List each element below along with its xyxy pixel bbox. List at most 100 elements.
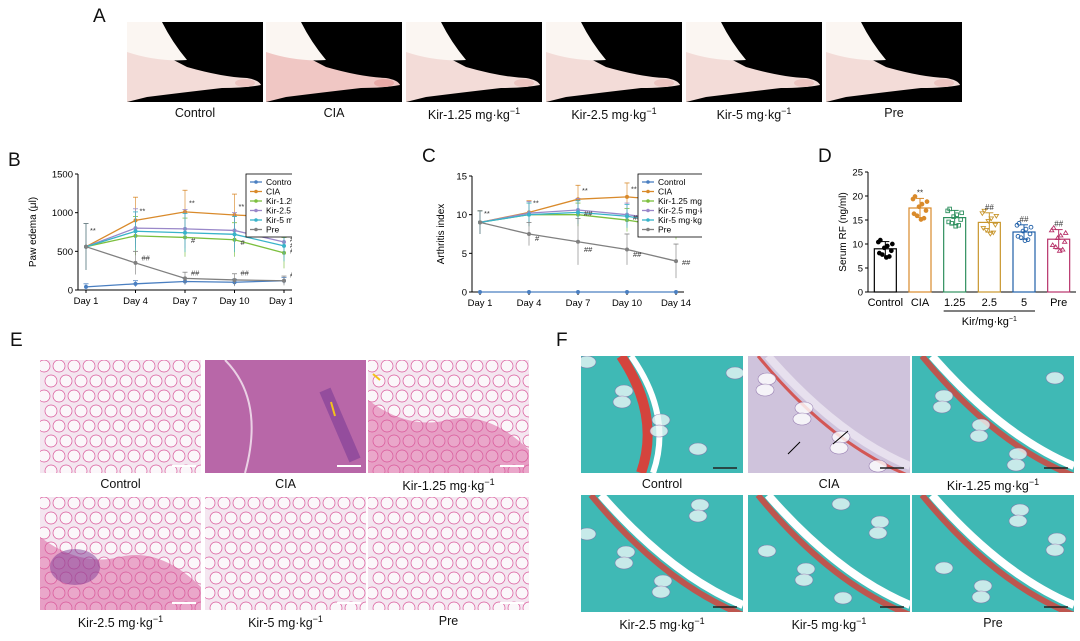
caption-a-kir-5: Kir-5 mg·kg−1: [716, 106, 792, 123]
adipocyte: [492, 601, 506, 610]
fg-tile-pre: [912, 495, 1074, 612]
adipocyte: [410, 389, 424, 403]
adipocyte: [67, 526, 81, 540]
paw-leg: [826, 32, 960, 102]
adipocyte: [447, 601, 461, 610]
adipocyte: [359, 601, 366, 610]
data-point: [84, 244, 88, 249]
significance-mark: ##: [142, 254, 151, 263]
marrow-space: [973, 579, 993, 593]
adipocyte: [172, 360, 186, 373]
joint-space: [928, 495, 1074, 609]
caption-f-kir-1-25: Kir-1.25 mg·kg−1: [946, 477, 1040, 494]
significance-mark: #: [535, 234, 540, 243]
adipocyte: [127, 360, 141, 373]
adipocyte: [485, 360, 499, 373]
adipocyte: [52, 526, 66, 540]
fg-image-kir-1-25: [912, 356, 1074, 473]
marrow-space: [614, 384, 634, 398]
adipocyte: [40, 449, 51, 463]
data-point: [183, 230, 187, 235]
data-point: [1028, 224, 1034, 230]
adipocyte: [187, 389, 201, 403]
adipocyte: [477, 374, 491, 388]
significance-mark: ##: [584, 209, 593, 218]
adipocyte: [485, 389, 499, 403]
significance-mark: ##: [290, 271, 292, 280]
marrow-space: [651, 413, 671, 427]
adipocyte: [187, 449, 201, 463]
fg-tile-kir-5: [748, 495, 910, 612]
adipocyte: [164, 541, 178, 555]
adipocyte: [142, 419, 156, 433]
data-point: [133, 281, 138, 286]
marrow-space: [1008, 447, 1028, 461]
adipocyte: [179, 404, 193, 418]
fur-area: [266, 22, 326, 61]
y-tick-label: 15: [456, 172, 467, 183]
data-point: [883, 255, 889, 260]
adipocyte: [89, 541, 103, 555]
adipocyte: [515, 556, 529, 570]
adipocyte: [97, 449, 111, 463]
adipocyte: [239, 601, 253, 610]
marrow-space: [833, 591, 853, 605]
black-arrow: [787, 441, 801, 455]
chart-paw-edema: 0 500 1000 1500 Day 1 Day 4 Day 7 Day 10 Day 14 P…: [28, 170, 292, 307]
marrow-space: [757, 544, 777, 558]
adipocyte: [164, 511, 178, 525]
significance-mark: **: [239, 202, 245, 211]
adipocyte: [112, 449, 126, 463]
caption-a-kir-1-25: Kir-1.25 mg·kg−1: [427, 106, 521, 123]
adipocyte: [179, 434, 193, 448]
adipocyte: [402, 511, 416, 525]
data-point: [674, 259, 678, 264]
legend-marker: [646, 208, 650, 213]
adipocyte: [104, 464, 118, 473]
adipocyte: [44, 374, 58, 388]
legend-marker: [254, 208, 258, 213]
adipocyte: [157, 389, 171, 403]
adipocyte: [97, 526, 111, 540]
marrow-space: [829, 441, 849, 455]
adipocyte: [477, 541, 491, 555]
legend-entry: Kir-2.5 mg·kg−1: [266, 206, 292, 216]
paw-photo-control: [127, 22, 263, 102]
significance-mark: **: [484, 209, 490, 218]
adipocyte: [522, 571, 529, 585]
adipocyte: [254, 601, 268, 610]
adipocyte: [447, 511, 461, 525]
significance-mark: **: [631, 184, 637, 193]
adipocyte: [492, 374, 506, 388]
significance-mark: ##: [633, 250, 642, 259]
y-tick-label: 1500: [52, 170, 73, 181]
data-point: [916, 204, 922, 210]
marrow-space: [971, 590, 991, 604]
adipocyte: [500, 497, 514, 510]
adipocyte: [432, 601, 446, 610]
legend-entry: Kir-2.5 mg·kg−1: [658, 206, 702, 216]
y-tick-label: 0: [68, 286, 73, 297]
adipocyte: [329, 511, 343, 525]
adipocyte: [380, 526, 394, 540]
adipocyte: [470, 497, 484, 510]
adipocyte: [205, 526, 216, 540]
y-tick-label: 10: [456, 210, 467, 221]
adipocyte: [492, 571, 506, 585]
adipocyte: [40, 360, 51, 373]
adipocyte: [232, 497, 246, 510]
adipocyte: [239, 571, 253, 585]
y-tick-label: 0: [858, 288, 863, 299]
adipocyte: [254, 541, 268, 555]
marrow-space: [581, 356, 597, 369]
adipocyte: [455, 586, 469, 600]
data-point: [1059, 246, 1066, 252]
marrow-space: [1010, 503, 1030, 517]
legend-entry: Kir-5 mg·kg−1: [266, 215, 292, 225]
caption-f-kir-2-5: Kir-2.5 mg·kg−1: [619, 616, 705, 633]
data-point: [133, 229, 138, 234]
adipocyte: [194, 374, 201, 388]
adipocyte: [440, 556, 454, 570]
data-point: [1015, 233, 1021, 239]
adipocyte: [209, 511, 223, 525]
